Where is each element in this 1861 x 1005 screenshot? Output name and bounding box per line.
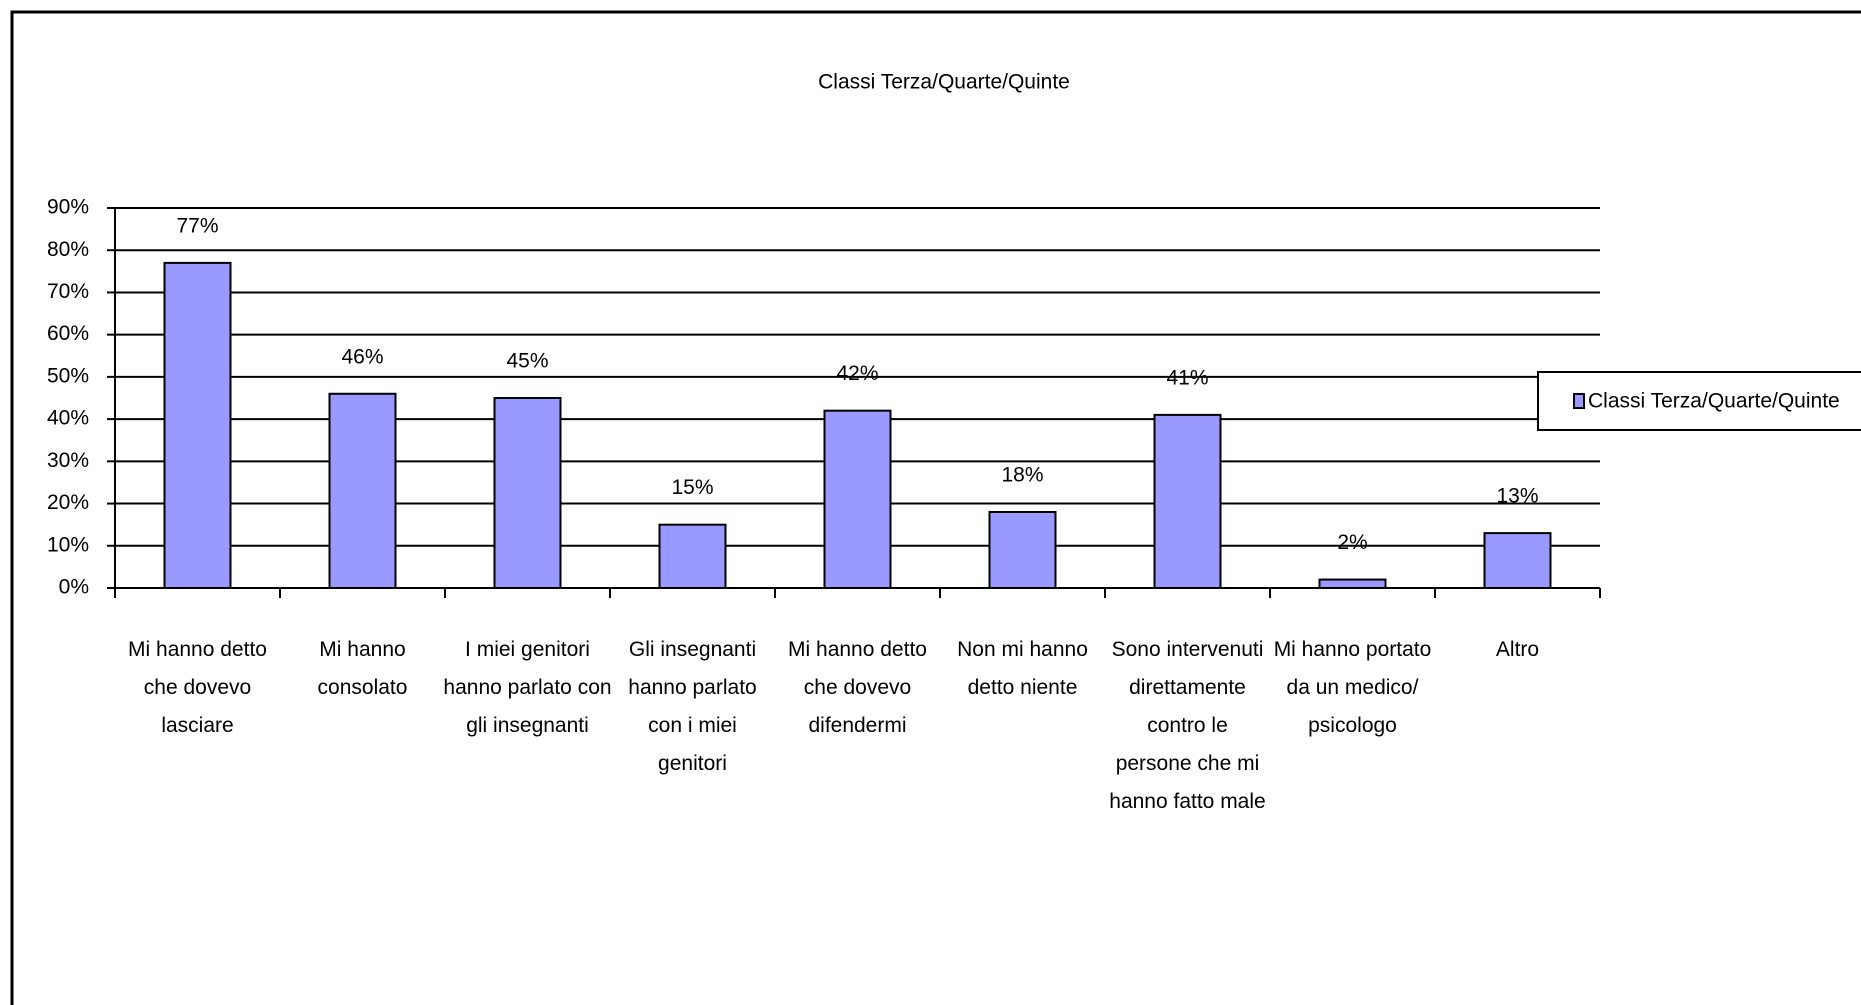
chart-border [10, 10, 1861, 1005]
y-tick-label: 50% [47, 364, 89, 387]
bar [163, 261, 232, 589]
y-tick-label: 0% [59, 576, 89, 599]
data-label: 46% [341, 345, 383, 368]
y-tick-label: 40% [47, 407, 89, 430]
y-tick-label: 90% [47, 196, 89, 219]
y-tick-label: 20% [47, 491, 89, 514]
legend-box [1537, 371, 1861, 431]
y-tick-label: 80% [47, 238, 89, 261]
bar [493, 397, 562, 589]
data-label: 45% [506, 350, 548, 373]
x-tick-label: Non mi hanno detto niente [957, 638, 1088, 699]
y-tick-label: 60% [47, 322, 89, 345]
bar [988, 511, 1057, 589]
chart-title: Classi Terza/Quarte/Quinte [818, 71, 1070, 94]
bar [823, 409, 892, 589]
bar [328, 392, 397, 589]
data-label: 18% [1001, 464, 1043, 487]
x-tick-label: Sono intervenuti direttamente contro le per… [1109, 638, 1265, 813]
bar [1483, 532, 1552, 589]
legend-label: Classi Terza/Quarte/Quinte [1588, 390, 1840, 413]
data-label: 2% [1337, 531, 1367, 554]
data-label: 42% [836, 362, 878, 385]
bar [658, 523, 727, 590]
x-tick-label: Gli insegnanti hanno parlato con i miei gen… [628, 638, 756, 775]
x-tick-label: Altro [1496, 638, 1539, 661]
data-label: 77% [176, 214, 218, 237]
y-tick-label: 70% [47, 280, 89, 303]
x-tick-label: I miei genitori hanno parlato con gli inse… [443, 638, 611, 737]
legend-swatch [1573, 393, 1585, 409]
data-label: 15% [671, 476, 713, 499]
x-tick-label: Mi hanno detto che dovevo lasciare [128, 638, 267, 737]
data-label: 13% [1496, 485, 1538, 508]
x-tick-label: Mi hanno consolato [318, 638, 408, 699]
y-tick-label: 10% [47, 533, 89, 556]
bar [1318, 578, 1387, 589]
x-tick-label: Mi hanno detto che dovevo difendermi [788, 638, 927, 737]
data-label: 41% [1166, 366, 1208, 389]
y-tick-label: 30% [47, 449, 89, 472]
x-tick-label: Mi hanno portato da un medico/psicologo [1274, 638, 1432, 737]
bar [1153, 413, 1222, 589]
